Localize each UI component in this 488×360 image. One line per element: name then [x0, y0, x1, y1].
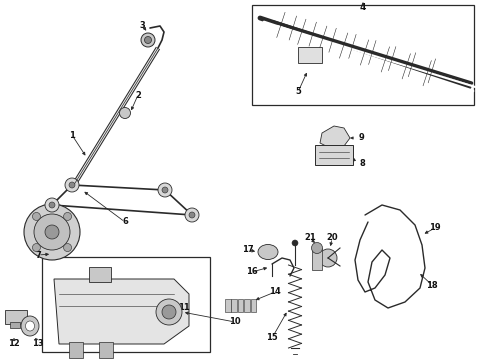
Bar [238, 298, 243, 311]
Bar [297, 47, 321, 63]
Circle shape [32, 212, 41, 220]
Circle shape [63, 244, 71, 252]
Bar [250, 298, 256, 311]
Circle shape [65, 178, 79, 192]
Circle shape [69, 182, 75, 188]
Circle shape [32, 244, 41, 252]
Text: 5: 5 [294, 87, 300, 96]
Bar [99, 342, 113, 358]
Circle shape [311, 243, 322, 253]
Text: 7: 7 [35, 251, 41, 260]
Bar [224, 298, 230, 311]
Text: 15: 15 [265, 333, 277, 342]
Circle shape [24, 204, 80, 260]
Text: 10: 10 [229, 318, 240, 327]
Text: 1: 1 [69, 130, 75, 139]
Polygon shape [319, 126, 349, 148]
Text: 14: 14 [268, 288, 280, 297]
Polygon shape [54, 279, 189, 344]
Circle shape [318, 249, 336, 267]
Text: 12: 12 [8, 339, 20, 348]
Circle shape [156, 299, 182, 325]
Bar [5, 310, 27, 324]
Bar [69, 342, 83, 358]
Text: 11: 11 [178, 303, 189, 312]
Ellipse shape [25, 321, 35, 331]
Bar [244, 298, 249, 311]
Circle shape [63, 212, 71, 220]
Bar [89, 267, 111, 282]
Text: 4: 4 [359, 4, 366, 13]
Bar [42, 257, 209, 352]
Circle shape [49, 202, 55, 208]
Bar [314, 145, 352, 165]
Bar [251, 5, 473, 105]
Text: 17: 17 [242, 246, 253, 255]
Text: 16: 16 [245, 267, 257, 276]
Bar [231, 298, 237, 311]
Circle shape [162, 305, 176, 319]
Text: 6: 6 [122, 217, 128, 226]
Ellipse shape [21, 316, 39, 336]
Circle shape [34, 214, 70, 250]
Text: 13: 13 [32, 339, 44, 348]
Text: 19: 19 [428, 224, 440, 233]
Text: 18: 18 [426, 280, 437, 289]
Circle shape [141, 33, 155, 47]
Circle shape [119, 108, 130, 118]
Circle shape [158, 183, 172, 197]
Bar [10, 322, 20, 328]
Circle shape [162, 187, 168, 193]
Text: 20: 20 [325, 234, 337, 243]
Text: 2: 2 [135, 90, 141, 99]
Circle shape [291, 240, 297, 246]
Text: 9: 9 [358, 134, 364, 143]
Circle shape [189, 212, 195, 218]
Text: 21: 21 [304, 234, 315, 243]
Circle shape [144, 36, 151, 44]
Bar [311, 248, 321, 270]
Circle shape [45, 225, 59, 239]
Circle shape [184, 208, 199, 222]
Text: 8: 8 [358, 158, 364, 167]
Ellipse shape [258, 244, 278, 260]
Text: 3: 3 [139, 21, 144, 30]
Circle shape [45, 198, 59, 212]
